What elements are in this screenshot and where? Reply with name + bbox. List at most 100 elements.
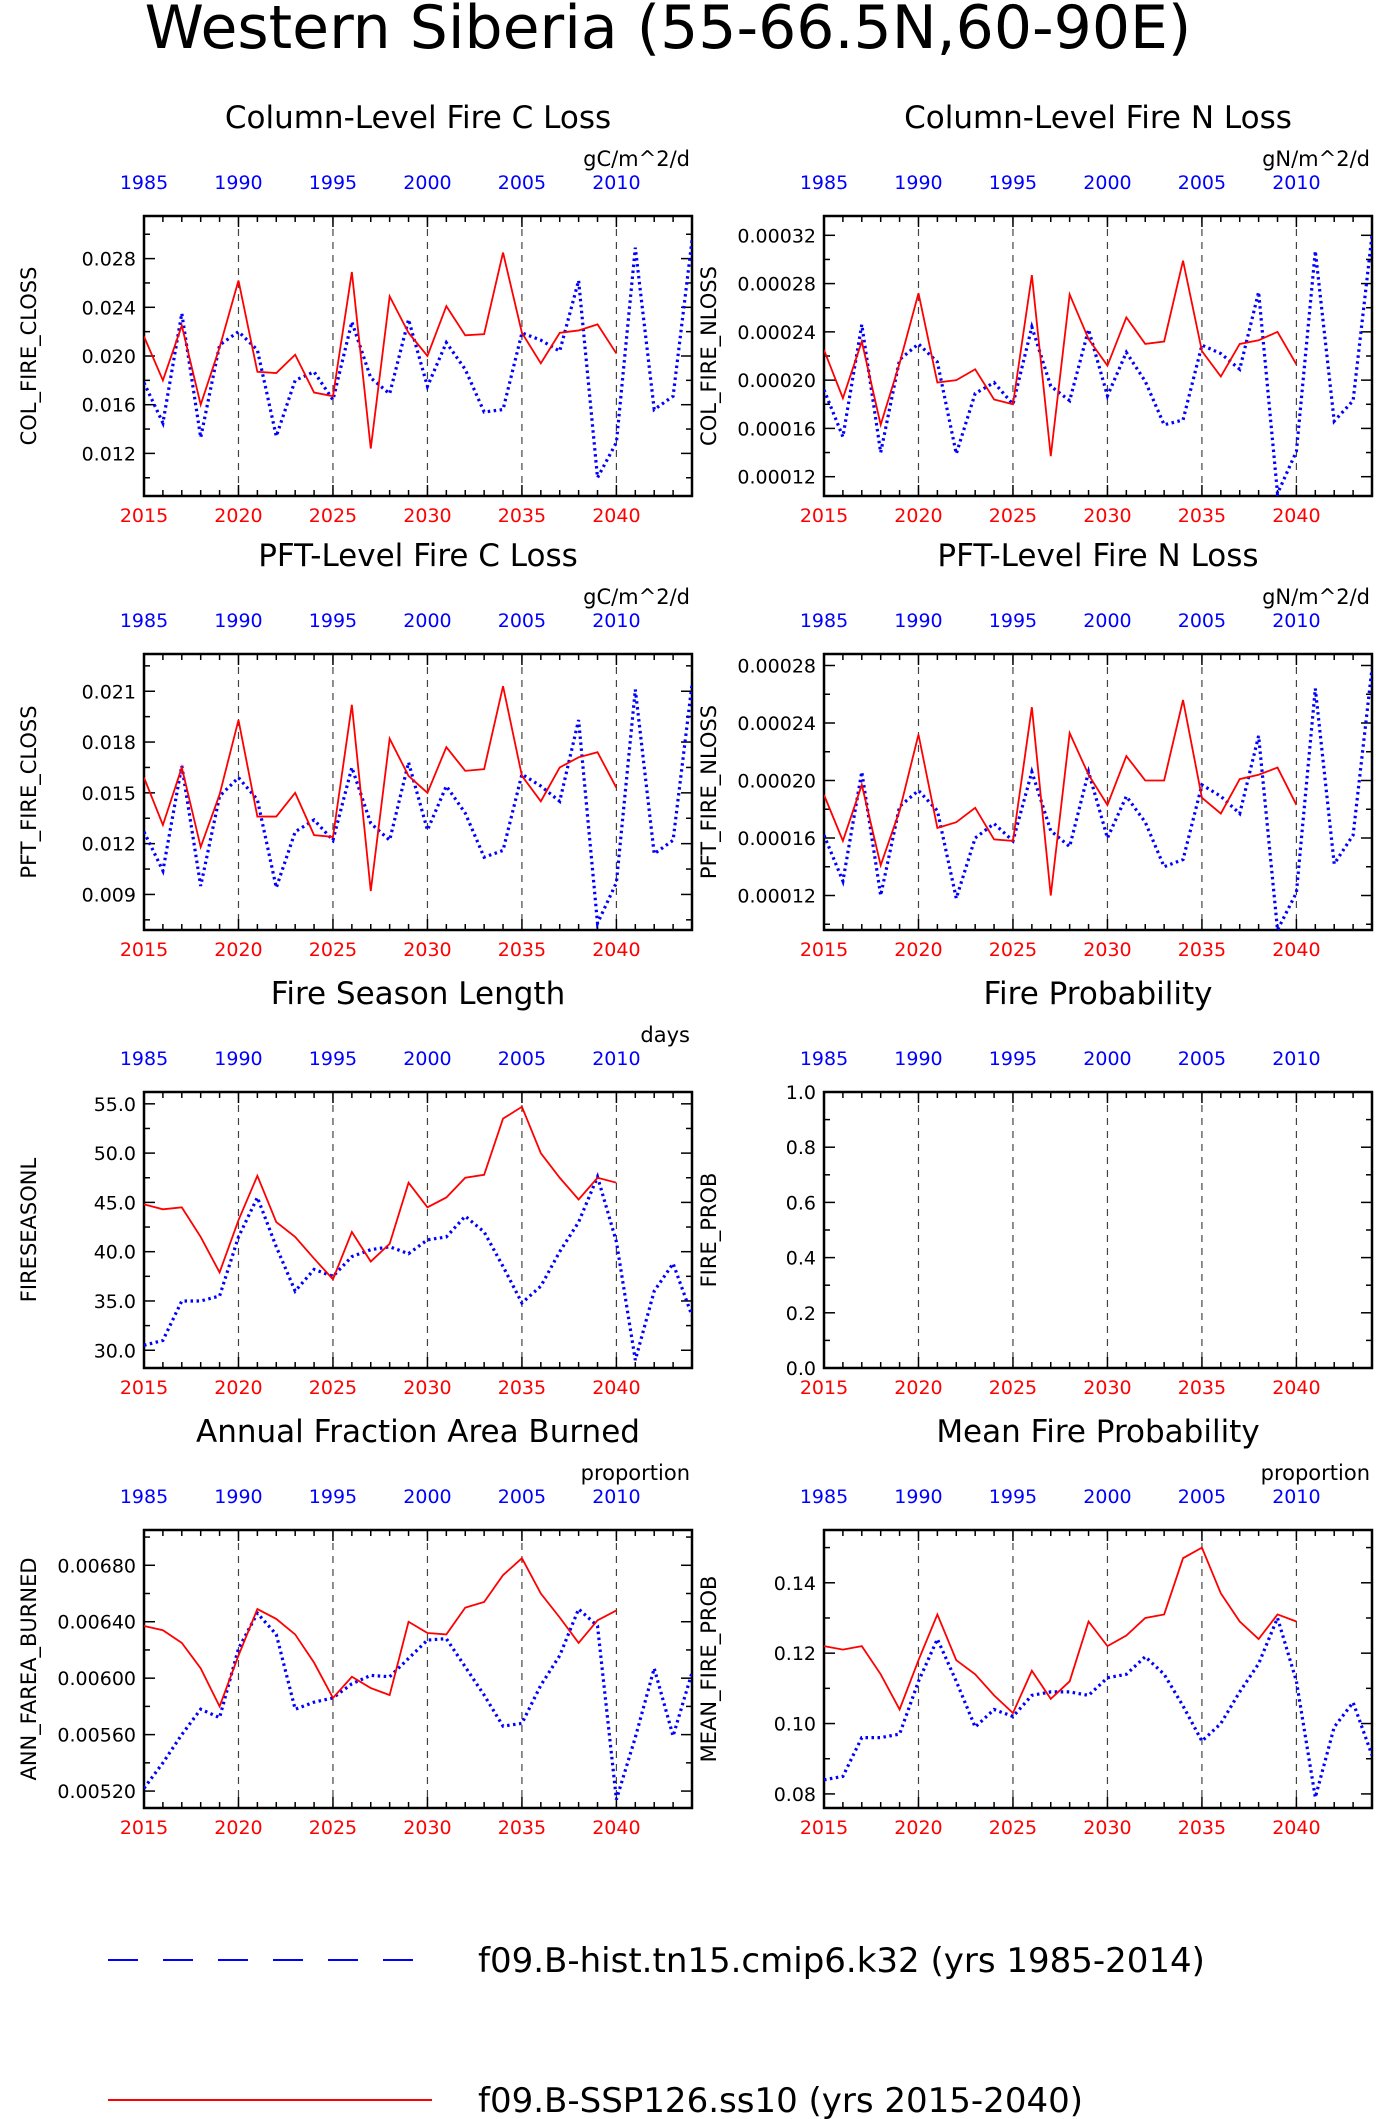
x-tick-label: 2015 xyxy=(120,939,168,961)
y-tick-label: 0.00028 xyxy=(737,656,816,678)
x-tick-label: 2020 xyxy=(214,505,262,527)
x-tick-label: 2015 xyxy=(800,1377,848,1399)
series-line-ssp xyxy=(824,699,1298,896)
x-tick-label: 2030 xyxy=(403,939,451,961)
y-tick-label: 0.00032 xyxy=(737,225,816,247)
x-tick-label-top: 2005 xyxy=(498,1048,546,1070)
panel-1: Column-Level Fire C Loss gC/m^2/d 2015 1985… xyxy=(17,100,694,527)
panel-title: Column-Level Fire C Loss xyxy=(225,100,611,136)
panel-title: Fire Probability xyxy=(983,976,1212,1012)
series-line-ssp xyxy=(144,1556,617,1709)
x-tick-label: 2020 xyxy=(214,1817,262,1839)
x-tick-label: 2040 xyxy=(1272,1377,1320,1399)
series-line-hist xyxy=(144,1606,692,1800)
units-label: proportion xyxy=(581,1461,690,1485)
x-tick-label: 2040 xyxy=(1272,505,1320,527)
series-line-ssp xyxy=(144,1105,617,1281)
panel-7: Annual Fraction Area Burnedproportion201… xyxy=(17,1414,694,1839)
y-tick-label: 0.0 xyxy=(786,1358,816,1380)
y-tick-label: 0.00016 xyxy=(737,828,816,850)
x-tick-label-top: 2005 xyxy=(1178,1048,1226,1070)
x-tick-label-top: 2010 xyxy=(592,1486,640,1508)
y-tick-label: 0.4 xyxy=(786,1248,816,1270)
x-tick-label-top: 2000 xyxy=(1083,610,1131,632)
x-tick-label-top: 1990 xyxy=(214,610,262,632)
x-tick-label: 2025 xyxy=(309,939,357,961)
y-tick-label: 0.08 xyxy=(774,1784,816,1806)
x-tick-label-top: 1990 xyxy=(894,1486,942,1508)
x-tick-label-top: 1985 xyxy=(120,1048,168,1070)
units-label: gC/m^2/d xyxy=(583,147,690,171)
panel-title: Column-Level Fire N Loss xyxy=(904,100,1292,136)
y-tick-label: 0.024 xyxy=(82,297,136,319)
x-tick-label-top: 2010 xyxy=(1272,610,1320,632)
x-tick-label: 2030 xyxy=(1083,939,1131,961)
units-label: gC/m^2/d xyxy=(583,585,690,609)
plot-frame xyxy=(142,1528,694,1810)
y-tick-label: 45.0 xyxy=(94,1192,136,1214)
series-line-hist xyxy=(144,684,692,930)
x-tick-label: 2040 xyxy=(592,1817,640,1839)
x-tick-label: 2020 xyxy=(894,1817,942,1839)
series-line-ssp xyxy=(824,260,1298,457)
x-tick-label-top: 1995 xyxy=(309,1486,357,1508)
x-tick-label: 2035 xyxy=(498,1377,546,1399)
x-tick-label-top: 1995 xyxy=(989,610,1037,632)
x-tick-label: 2030 xyxy=(1083,505,1131,527)
x-tick-label-top: 2005 xyxy=(1178,172,1226,194)
y-axis-label: ANN_FAREA_BURNED xyxy=(17,1557,42,1780)
y-tick-label: 0.028 xyxy=(82,249,136,271)
x-tick-label: 2015 xyxy=(800,505,848,527)
panel-2: Column-Level Fire N Loss gN/m^2/d 2015 1985… xyxy=(697,100,1374,527)
x-tick-label: 2040 xyxy=(592,939,640,961)
x-tick-label: 2015 xyxy=(800,1817,848,1839)
x-tick-label: 2025 xyxy=(989,1377,1037,1399)
y-tick-label: 0.14 xyxy=(774,1573,816,1595)
y-axis-label: COL_FIRE_NLOSS xyxy=(697,266,722,446)
y-tick-label: 0.12 xyxy=(774,1643,816,1665)
x-tick-label-top: 1985 xyxy=(800,610,848,632)
x-tick-label-top: 1985 xyxy=(800,1048,848,1070)
x-tick-label: 2025 xyxy=(989,1817,1037,1839)
y-tick-label: 0.00028 xyxy=(737,274,816,296)
x-tick-label: 2035 xyxy=(498,505,546,527)
series-line-hist xyxy=(824,235,1372,496)
panel-6: Fire Probability 2015 1985 2020 1990 2025 1995… xyxy=(697,976,1374,1399)
y-axis-label: FIRESEASONL xyxy=(17,1158,41,1303)
plot-frame xyxy=(142,652,694,932)
panel-title: Annual Fraction Area Burned xyxy=(196,1414,640,1450)
main-title: Western Siberia (55-66.5N,60-90E) xyxy=(145,0,1192,63)
x-tick-label: 2040 xyxy=(592,1377,640,1399)
x-tick-label-top: 1995 xyxy=(989,1486,1037,1508)
y-tick-label: 0.00024 xyxy=(737,322,816,344)
y-tick-label: 0.6 xyxy=(786,1192,816,1214)
y-tick-label: 0.012 xyxy=(82,443,136,465)
x-tick-label-top: 2005 xyxy=(1178,610,1226,632)
y-tick-label: 40.0 xyxy=(94,1242,136,1264)
y-axis-label: FIRE_PROB xyxy=(697,1173,722,1288)
x-tick-label: 2020 xyxy=(894,939,942,961)
y-tick-label: 35.0 xyxy=(94,1291,136,1313)
y-tick-label: 0.00560 xyxy=(57,1725,136,1747)
x-tick-label: 2035 xyxy=(498,1817,546,1839)
plot-frame xyxy=(142,1090,694,1370)
x-tick-label: 2025 xyxy=(309,1377,357,1399)
x-tick-label: 2035 xyxy=(1178,1817,1226,1839)
x-tick-label: 2030 xyxy=(403,1817,451,1839)
series-line-hist xyxy=(824,1613,1372,1798)
x-tick-label-top: 1985 xyxy=(120,172,168,194)
y-tick-label: 1.0 xyxy=(786,1082,816,1104)
x-tick-label-top: 1990 xyxy=(214,172,262,194)
x-tick-label: 2040 xyxy=(1272,1817,1320,1839)
x-tick-label: 2015 xyxy=(120,1817,168,1839)
x-tick-label-top: 1995 xyxy=(309,610,357,632)
x-tick-label-top: 2005 xyxy=(498,172,546,194)
x-tick-label: 2020 xyxy=(214,1377,262,1399)
x-tick-label: 2035 xyxy=(1178,939,1226,961)
units-label: gN/m^2/d xyxy=(1262,147,1370,171)
panel-title: PFT-Level Fire C Loss xyxy=(258,538,578,574)
x-tick-label-top: 2010 xyxy=(1272,1486,1320,1508)
x-tick-label-top: 1995 xyxy=(309,172,357,194)
x-tick-label: 2020 xyxy=(894,505,942,527)
